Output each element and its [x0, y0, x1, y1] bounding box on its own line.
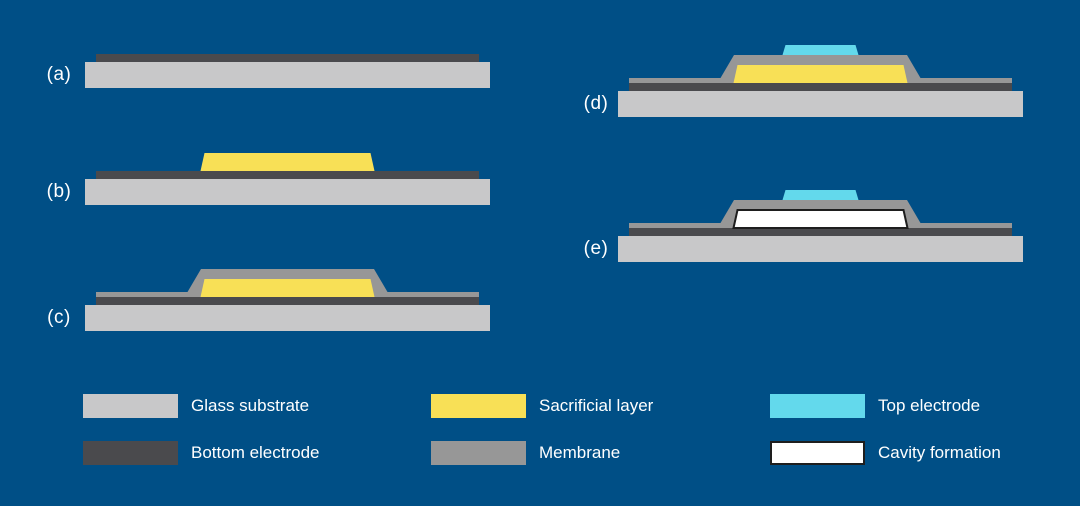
legend-item-cavity-formation: Cavity formation: [770, 441, 1001, 465]
process-step-e: [618, 187, 1024, 263]
legend-swatch-top-electrode: [770, 394, 865, 418]
layer-glass-substrate: [618, 236, 1023, 262]
step-a-drawing: [85, 54, 490, 88]
legend-label-top-electrode: Top electrode: [878, 396, 981, 415]
legend-swatch-cavity-formation: [770, 441, 865, 465]
layer-glass-substrate: [85, 62, 490, 88]
step-label-c: (c): [47, 307, 71, 328]
legend-label-bottom-electrode: Bottom electrode: [191, 443, 320, 462]
process-step-c: [85, 256, 491, 332]
layer-bottom-electrode: [629, 228, 1012, 236]
layer-bottom-electrode: [96, 54, 479, 62]
legend-label-cavity-formation: Cavity formation: [878, 443, 1001, 462]
layer-sacrificial-layer: [200, 279, 375, 297]
layer-bottom-electrode: [96, 171, 479, 179]
legend-label-glass-substrate: Glass substrate: [191, 396, 310, 415]
legend-swatch-glass-substrate: [83, 394, 178, 418]
process-step-b: [85, 130, 491, 206]
layer-bottom-electrode: [629, 83, 1012, 91]
step-label-b: (b): [46, 181, 72, 202]
legend-item-membrane: Membrane: [431, 441, 620, 465]
layer-top-electrode: [782, 190, 859, 200]
step-b-drawing: [85, 153, 490, 205]
legend-item-sacrificial-layer: Sacrificial layer: [431, 394, 653, 418]
legend-label-sacrificial-layer: Sacrificial layer: [539, 396, 654, 415]
step-label-e: (e): [583, 238, 609, 259]
step-label-d: (d): [583, 93, 609, 114]
layer-top-electrode: [782, 45, 859, 55]
layer-glass-substrate: [85, 179, 490, 205]
layer-bottom-electrode: [96, 297, 479, 305]
step-c-drawing: [85, 269, 490, 331]
step-e-drawing: [618, 190, 1023, 262]
legend-item-top-electrode: Top electrode: [770, 394, 980, 418]
layer-glass-substrate: [618, 91, 1023, 117]
process-step-d: [618, 42, 1024, 118]
layer-sacrificial-layer: [733, 65, 908, 83]
legend-swatch-bottom-electrode: [83, 441, 178, 465]
legend-label-membrane: Membrane: [539, 443, 621, 462]
step-d-drawing: [618, 45, 1023, 117]
legend-swatch-membrane: [431, 441, 526, 465]
layer-cavity-formation: [732, 209, 909, 229]
layer-glass-substrate: [85, 305, 490, 331]
legend-item-bottom-electrode: Bottom electrode: [83, 441, 320, 465]
legend-item-glass-substrate: Glass substrate: [83, 394, 309, 418]
process-step-a: [85, 13, 491, 89]
legend-swatch-sacrificial-layer: [431, 394, 526, 418]
layer-sacrificial-layer: [200, 153, 375, 171]
step-label-a: (a): [46, 64, 72, 85]
